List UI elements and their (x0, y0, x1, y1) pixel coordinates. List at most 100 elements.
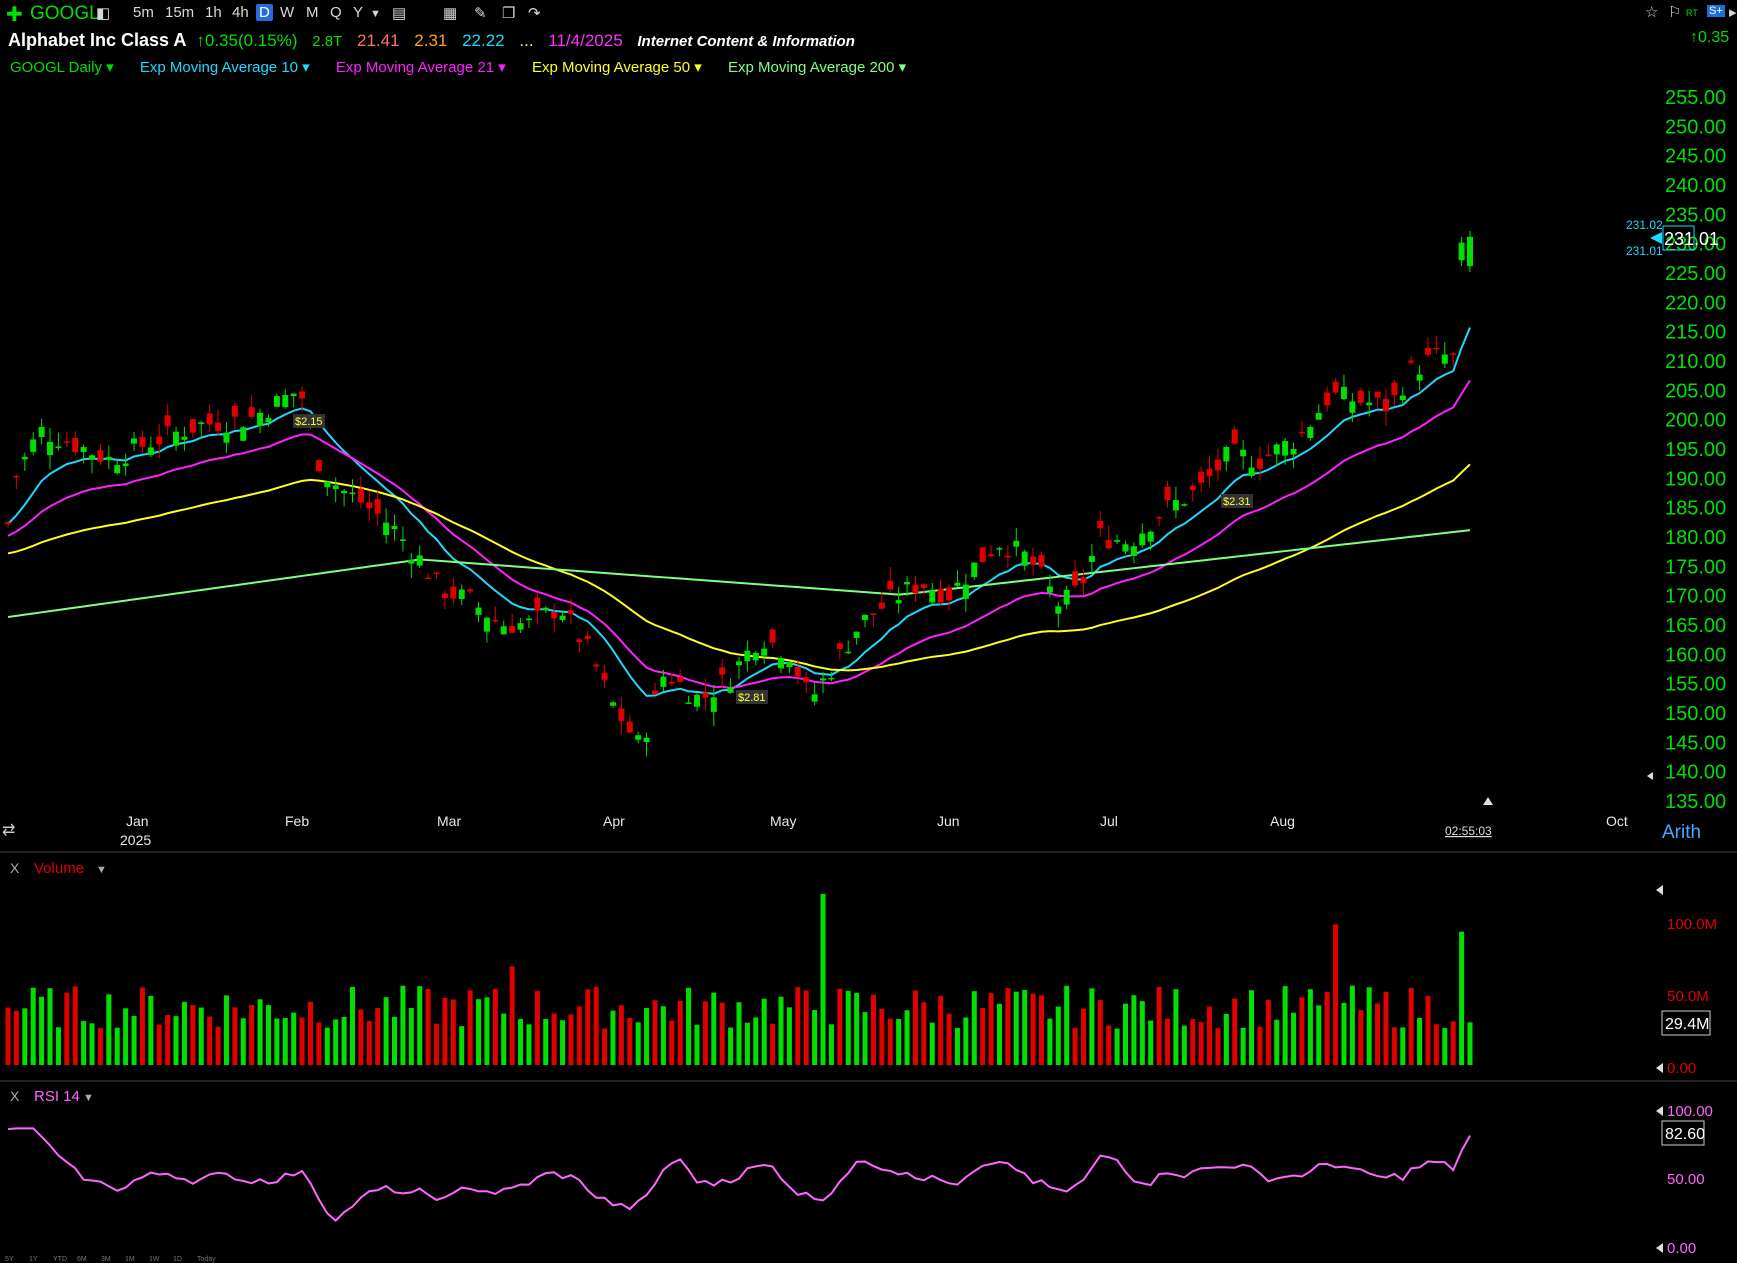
candle-body (719, 667, 726, 675)
volume-bar (845, 990, 851, 1065)
candle-body (920, 584, 927, 589)
add-icon[interactable]: ✚ (6, 4, 23, 26)
range-button[interactable]: 1W (149, 1256, 160, 1263)
pencil-icon[interactable]: ✎ (474, 5, 487, 22)
candle-body (1156, 517, 1163, 519)
range-button[interactable]: 6M (77, 1256, 87, 1263)
rsi-menu-icon: ▼ (83, 1092, 94, 1104)
legend-ema-50[interactable]: Exp Moving Average 50 ▾ (531, 59, 702, 76)
interval-y[interactable]: Y (353, 4, 364, 21)
flag-icon[interactable]: ⚐ (1668, 4, 1682, 21)
copy-icon[interactable]: ❐ (502, 5, 516, 22)
candle-body (1105, 539, 1112, 549)
price-axis: 255.00250.00245.00240.00235.00230.00225.… (1665, 87, 1726, 813)
interval-5m[interactable]: 5m (133, 4, 154, 21)
range-button[interactable]: 1D (173, 1256, 182, 1263)
candle-body (122, 463, 129, 467)
interval-m[interactable]: M (306, 4, 319, 21)
interval-w[interactable]: W (280, 4, 295, 21)
candle-body (761, 648, 768, 656)
candle-body (996, 548, 1003, 550)
candle-body (1198, 471, 1205, 483)
price-tick: 160.00 (1665, 644, 1726, 666)
stat-3: 22.22 (462, 31, 505, 50)
candle-body (744, 650, 751, 662)
interval-q[interactable]: Q (330, 4, 342, 21)
candle-body (887, 580, 894, 590)
price-tick: 135.00 (1665, 791, 1726, 813)
chevron-right-icon[interactable]: ▸ (1729, 4, 1737, 21)
volume-bar (518, 1019, 524, 1065)
time-tick: Feb (285, 813, 309, 829)
date: 11/4/2025 (548, 31, 623, 50)
star-icon[interactable]: ☆ (1645, 4, 1659, 21)
candle-body (1038, 554, 1045, 567)
candle-body (500, 626, 507, 635)
volume-bar (929, 1022, 935, 1065)
candle-body (1391, 382, 1398, 396)
data-icon[interactable]: ◧ (96, 5, 111, 22)
volume-bar (366, 1021, 372, 1065)
candle-body (366, 502, 373, 509)
candle-body (492, 619, 499, 622)
volume-bar (786, 1007, 792, 1065)
candle-body (399, 539, 406, 542)
volume-bar (593, 986, 599, 1065)
candle-body (299, 391, 306, 399)
range-button[interactable]: 3M (101, 1256, 111, 1263)
volume-bar (795, 987, 801, 1065)
candle-body (433, 572, 440, 574)
interval-15m[interactable]: 15m (165, 4, 195, 21)
range-button[interactable]: 5Y (5, 1256, 14, 1263)
interval-d[interactable]: D (256, 4, 273, 21)
volume-bar (72, 986, 78, 1065)
tv-icon[interactable]: ▤ (392, 5, 407, 22)
volume-bar (450, 999, 456, 1065)
candle-body (1282, 441, 1289, 456)
price-tick: 170.00 (1665, 586, 1726, 608)
legend-googl-daily[interactable]: GOOGL Daily ▾ (10, 59, 114, 76)
legend-ema-200[interactable]: Exp Moving Average 200 ▾ (727, 59, 907, 76)
volume-bar (568, 1014, 574, 1065)
candle-body (593, 664, 600, 667)
candle-body (21, 456, 28, 460)
s-plus-icon[interactable]: S+ (1707, 5, 1725, 17)
stat-1: 21.41 (356, 31, 400, 50)
ema-200-line (7, 529, 1471, 619)
interval-4h[interactable]: 4h (232, 4, 249, 21)
volume-bar (64, 992, 70, 1065)
volume-close[interactable]: X (10, 860, 20, 876)
candle-body (1013, 540, 1020, 547)
range-button[interactable]: 1Y (29, 1256, 38, 1263)
scale-mode[interactable]: Arith (1662, 822, 1701, 843)
legend-ema-10[interactable]: Exp Moving Average 10 ▾ (139, 59, 310, 76)
candle-body (811, 694, 818, 702)
calendar-icon[interactable]: ▦ (443, 5, 458, 22)
year-label: 2025 (120, 832, 151, 848)
share-icon[interactable]: ↷ (528, 5, 541, 22)
legend-ema-21[interactable]: Exp Moving Average 21 ▾ (335, 59, 506, 76)
volume-bar (1038, 995, 1044, 1065)
candle-body (391, 525, 398, 530)
volume-bar (375, 1008, 381, 1065)
volume-bar (1307, 989, 1313, 1065)
volume-bar (1148, 1020, 1154, 1065)
interval-1h[interactable]: 1h (205, 4, 222, 21)
range-button[interactable]: YTD (53, 1256, 67, 1263)
candle-body (895, 600, 902, 604)
symbol-input[interactable]: GOOGL (30, 3, 100, 24)
price-tick: 200.00 (1665, 410, 1726, 432)
volume-bar (307, 1001, 313, 1065)
annotation-box (293, 414, 325, 428)
range-button[interactable]: 1M (125, 1256, 135, 1263)
range-button[interactable]: Today (197, 1256, 216, 1263)
chevron-down-icon[interactable]: ▼ (370, 8, 381, 20)
volume-bar (408, 1007, 414, 1065)
volume-bar (1358, 1010, 1364, 1065)
rsi-close[interactable]: X (10, 1088, 20, 1104)
candle-body (1172, 500, 1179, 511)
ema-10-line (7, 327, 1471, 697)
candle-body (1273, 444, 1280, 455)
volume-bar (417, 986, 423, 1065)
